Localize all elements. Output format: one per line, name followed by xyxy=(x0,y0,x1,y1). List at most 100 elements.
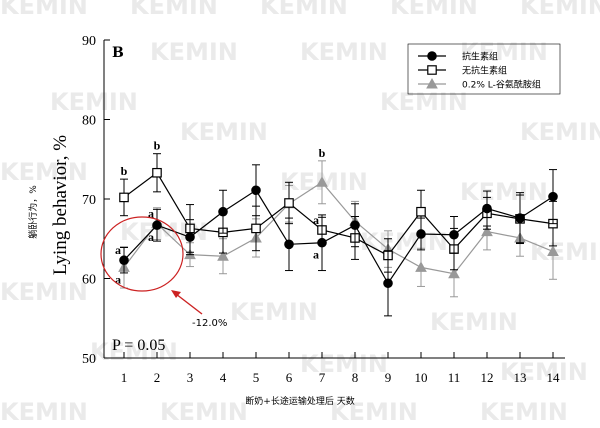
watermark-text: KEMIN xyxy=(130,0,218,20)
x-tick-label: 3 xyxy=(187,370,194,385)
watermark-text: KEMIN xyxy=(390,0,478,20)
watermark-text: KEMIN xyxy=(330,398,418,426)
y-axis-label-cn: 躺卧行为，% xyxy=(27,185,39,239)
data-point xyxy=(416,206,426,217)
x-tick-label: 1 xyxy=(121,370,128,385)
series-line xyxy=(123,189,554,285)
x-tick-label: 6 xyxy=(286,370,293,385)
legend-box xyxy=(407,43,561,95)
x-tick-label: 2 xyxy=(154,370,161,385)
watermark-text: KEMIN xyxy=(500,358,588,386)
data-point xyxy=(119,255,129,266)
watermark-text: KEMIN xyxy=(380,88,468,116)
watermark-text: KEMIN xyxy=(460,178,548,206)
y-tick-label: 70 xyxy=(82,193,96,208)
legend-marker xyxy=(426,77,438,89)
x-tick-label: 12 xyxy=(481,370,494,385)
data-point xyxy=(251,185,261,196)
watermark-text: KEMIN xyxy=(480,398,568,426)
legend-marker xyxy=(427,51,437,61)
data-point xyxy=(548,191,558,202)
data-point xyxy=(415,261,427,272)
watermark-text: KEMIN xyxy=(180,118,268,146)
watermark-text: KEMIN xyxy=(0,158,88,186)
annotation-group: -12.0% xyxy=(100,216,227,329)
watermark-text: KEMIN xyxy=(230,298,318,326)
legend-item: 无抗生素组 xyxy=(418,65,507,77)
data-point xyxy=(217,250,229,261)
series-layer xyxy=(118,153,559,317)
data-point xyxy=(547,245,559,256)
significance-letter: a xyxy=(148,230,154,244)
data-point xyxy=(185,232,195,242)
y-axis-label-en: Lying behavior, % xyxy=(50,135,71,275)
p-value-label: P = 0.05 xyxy=(112,337,165,354)
data-point xyxy=(482,203,492,214)
x-tick-label: 13 xyxy=(514,370,527,385)
data-point xyxy=(449,229,459,240)
x-tick-label: 9 xyxy=(385,370,392,385)
data-point xyxy=(152,167,162,178)
watermark-text: KEMIN xyxy=(260,0,348,20)
highlight-ellipse xyxy=(100,216,184,292)
data-point xyxy=(218,206,228,217)
legend-item: 抗生素组 xyxy=(418,51,498,63)
significance-letter: a xyxy=(313,213,319,227)
significance-letter: b xyxy=(154,139,161,153)
watermark-text: KEMIN xyxy=(460,38,548,66)
x-tick-label: 5 xyxy=(253,370,260,385)
annotation-label: -12.0% xyxy=(192,318,227,329)
x-tick-label: 11 xyxy=(448,370,461,385)
data-point xyxy=(251,223,261,234)
y-tick-label: 90 xyxy=(82,34,96,49)
y-tick-label: 80 xyxy=(82,114,96,129)
panel-label: B xyxy=(112,45,124,61)
watermark-text: KEMIN xyxy=(0,0,88,20)
data-point xyxy=(316,176,328,187)
watermark-text: KEMIN xyxy=(530,238,600,266)
y-tick-label: 50 xyxy=(82,352,96,367)
data-point xyxy=(119,192,129,203)
legend-item: 0.2% L-谷氨酰胺组 xyxy=(418,77,541,91)
series-line xyxy=(123,181,554,275)
watermark-text: KEMIN xyxy=(520,0,600,20)
watermark-text: KEMIN xyxy=(160,398,248,426)
data-point xyxy=(350,220,360,231)
data-point xyxy=(284,239,294,250)
watermark-text: KEMIN xyxy=(150,38,238,66)
significance-letter: a xyxy=(115,243,121,257)
x-tick-label: 7 xyxy=(319,370,326,385)
annotation-arrowhead xyxy=(171,290,181,298)
legend-marker xyxy=(427,65,437,75)
x-axis-label: 断奶+长途运输处理后 天数 xyxy=(245,395,354,407)
watermark-text: KEMIN xyxy=(0,278,88,306)
significance-letter: b xyxy=(319,146,326,160)
data-point xyxy=(416,229,426,239)
x-tick-label: 8 xyxy=(352,370,359,385)
significance-letter: a xyxy=(313,248,319,262)
significance-letter: a xyxy=(148,207,154,221)
x-tick-label: 10 xyxy=(415,370,428,385)
data-point xyxy=(515,213,525,223)
watermark-text: KEMIN xyxy=(520,118,600,146)
watermark-text: KEMIN xyxy=(50,88,138,116)
watermark-text: KEMIN xyxy=(90,338,178,366)
data-point xyxy=(317,237,327,248)
significance-letter: a xyxy=(115,272,121,286)
watermark-text: KEMIN xyxy=(300,38,388,66)
data-point xyxy=(152,220,162,231)
watermark-text: KEMIN xyxy=(360,228,448,256)
data-point xyxy=(284,198,294,208)
watermark-text: KEMIN xyxy=(430,308,518,336)
data-point xyxy=(481,225,493,237)
series-1 xyxy=(119,164,558,317)
legend-label: 无抗生素组 xyxy=(462,65,507,77)
annotation-arrow xyxy=(175,293,203,315)
x-tick-label: 4 xyxy=(220,370,227,385)
x-tick-label: 14 xyxy=(547,370,561,385)
